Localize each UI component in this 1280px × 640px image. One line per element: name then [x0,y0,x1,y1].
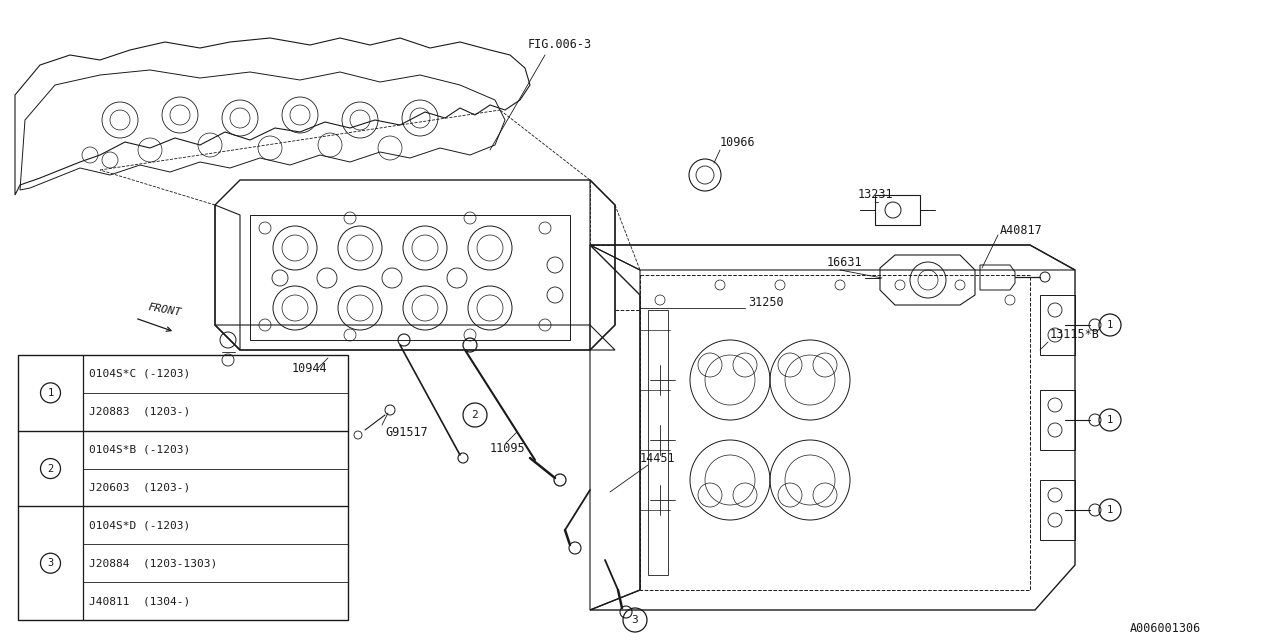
Text: 0104S*C (-1203): 0104S*C (-1203) [90,369,191,379]
Text: A006001306: A006001306 [1130,621,1201,634]
Text: 0104S*B (-1203): 0104S*B (-1203) [90,445,191,454]
Text: FRONT: FRONT [147,302,183,318]
Text: FIG.006-3: FIG.006-3 [527,38,593,51]
Text: 3: 3 [631,615,639,625]
Text: J40811  (1304-): J40811 (1304-) [90,596,191,606]
Text: 10944: 10944 [292,362,328,374]
Text: 2: 2 [471,410,479,420]
Text: 0104S*D (-1203): 0104S*D (-1203) [90,520,191,531]
Text: 1: 1 [1107,505,1114,515]
Text: 11095: 11095 [490,442,526,454]
Text: 1: 1 [47,388,54,398]
Text: 31250: 31250 [748,296,783,308]
Text: 14451: 14451 [640,451,676,465]
Text: J20603  (1203-): J20603 (1203-) [90,483,191,493]
Text: 16631: 16631 [827,255,863,269]
Text: 13231: 13231 [858,189,893,202]
Text: 1: 1 [1107,415,1114,425]
Text: 1: 1 [1107,320,1114,330]
Text: J20883  (1203-): J20883 (1203-) [90,407,191,417]
Text: 2: 2 [47,463,54,474]
Text: 3: 3 [47,558,54,568]
Text: G91517: G91517 [385,426,428,438]
Text: A40817: A40817 [1000,223,1043,237]
Text: 10966: 10966 [719,136,755,150]
Text: 13115*B: 13115*B [1050,328,1100,342]
Text: J20884  (1203-1303): J20884 (1203-1303) [90,558,218,568]
Bar [18,355,348,620]
